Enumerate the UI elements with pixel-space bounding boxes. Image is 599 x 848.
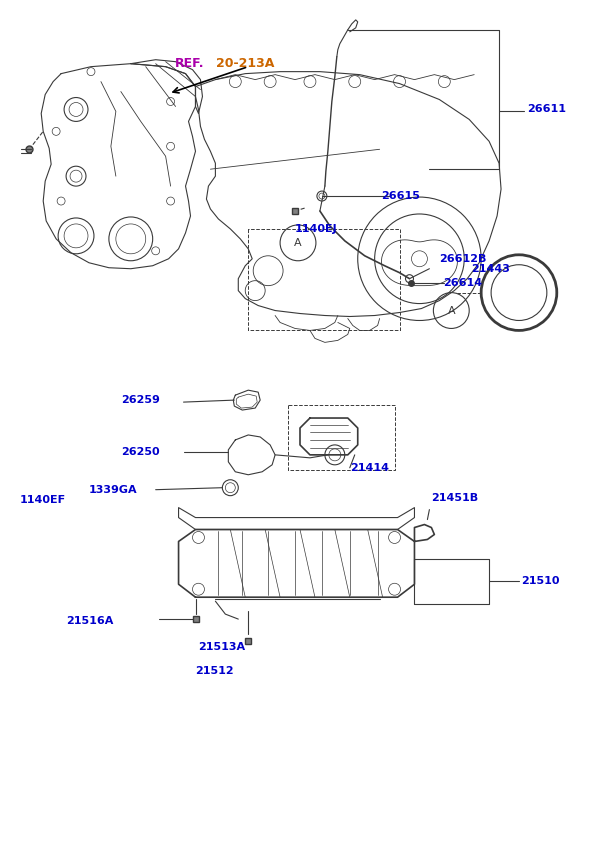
Text: 1339GA: 1339GA [89,485,138,494]
Text: 21414: 21414 [350,463,389,473]
Text: 21516A: 21516A [66,616,113,626]
Text: 21510: 21510 [521,577,559,586]
Text: 26611: 26611 [527,104,566,114]
Text: 26615: 26615 [382,191,420,201]
Text: 1140EJ: 1140EJ [295,224,338,234]
Text: 21512: 21512 [195,666,234,676]
Text: A: A [294,237,302,248]
Text: A: A [447,305,455,315]
Text: 21513A: 21513A [198,642,246,652]
Text: 21443: 21443 [471,264,510,274]
Text: 1140EF: 1140EF [19,494,65,505]
Text: 26612B: 26612B [439,254,487,264]
Text: 21451B: 21451B [431,493,479,503]
Text: REF.: REF. [174,57,204,70]
Text: 20-213A: 20-213A [216,57,275,70]
Text: 26614: 26614 [443,277,482,287]
Text: 26250: 26250 [121,447,159,457]
Text: 26259: 26259 [121,395,160,405]
